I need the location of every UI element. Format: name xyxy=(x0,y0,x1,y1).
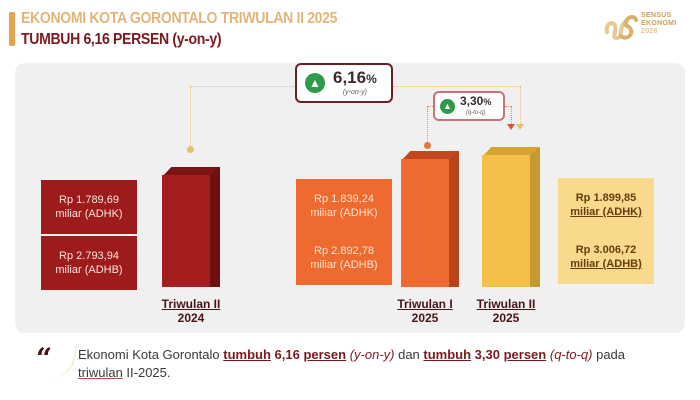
x-label-line2: 2025 xyxy=(411,311,439,325)
logo-line-1: SENSUS xyxy=(641,12,672,19)
adhb-box-tw2-2024: Rp 2.793,94 miliar (ADHB) xyxy=(41,236,137,290)
yoy-growth-badge: ▲ 6,16% (y-on-y) xyxy=(295,63,393,103)
x-label-line1: Triwulan I xyxy=(397,297,453,311)
logo-year: 2026 xyxy=(641,28,658,35)
summary-text: Ekonomi Kota Gorontalo tumbuh 6,16 perse… xyxy=(78,347,626,380)
x-label-tw2-2024: Triwulan II 2024 xyxy=(146,297,236,325)
adhb-unit: miliar (ADHB) xyxy=(55,264,123,276)
x-label-line2: 2024 xyxy=(177,311,205,325)
adhk-unit: miliar (ADHK) xyxy=(310,207,378,219)
qtq-arrow-head xyxy=(507,124,515,130)
yoy-connector-right-h xyxy=(393,86,521,87)
bar-tw2-2025 xyxy=(482,147,540,287)
qtq-connector-left xyxy=(427,106,428,142)
x-label-tw2-2025: Triwulan II 2025 xyxy=(461,297,551,325)
qtq-label: (q-to-q) xyxy=(465,110,486,116)
qtq-connector-left-h xyxy=(427,106,435,107)
yoy-start-dot xyxy=(187,146,194,153)
adhk-box-tw2-2025: Rp 1.899,85 miliar (ADHK) xyxy=(558,178,654,232)
sensus-ekonomi-logo: SENSUS EKONOMI 2026 xyxy=(603,8,698,46)
adhk-unit: miliar (ADHK) xyxy=(55,208,123,220)
adhk-box-tw1-2025: Rp 1.839,24 miliar (ADHK) xyxy=(296,179,392,233)
x-label-line1: Triwulan II xyxy=(476,297,536,311)
logo-text: SENSUS EKONOMI 2026 xyxy=(641,12,677,36)
adhk-unit: miliar (ADHK) xyxy=(570,206,642,218)
qtq-connector-right-h xyxy=(505,106,511,107)
sensus-ekonomi-logo-icon xyxy=(604,15,638,41)
adhk-box-tw2-2024: Rp 1.789,69 miliar (ADHK) xyxy=(41,180,137,234)
qtq-value: 3,30% xyxy=(460,94,492,108)
adhk-amount: Rp 1.789,69 xyxy=(59,194,119,206)
adhb-unit: miliar (ADHB) xyxy=(310,259,378,271)
x-label-line2: 2025 xyxy=(492,311,520,325)
adhb-box-tw1-2025: Rp 2.892,78 miliar (ADHB) xyxy=(296,231,392,285)
adhb-box-tw2-2025: Rp 3.006,72 miliar (ADHB) xyxy=(558,230,654,284)
adhb-amount: Rp 3.006,72 xyxy=(575,244,637,256)
page-title: EKONOMI KOTA GORONTALO TRIWULAN II 2025 xyxy=(21,10,338,27)
yoy-arrow-head xyxy=(516,124,524,130)
adhb-amount: Rp 2.892,78 xyxy=(314,245,374,257)
quote-icon: “ xyxy=(36,342,53,375)
logo-line-2: EKONOMI xyxy=(641,20,677,27)
qtq-growth-badge: ▲ 3,30% (q-to-q) xyxy=(433,91,505,121)
yoy-value: 6,16% xyxy=(333,68,377,87)
bar-tw1-2025 xyxy=(401,151,459,287)
arrow-up-icon: ▲ xyxy=(305,73,325,93)
yoy-connector-right xyxy=(520,86,521,124)
adhk-amount: Rp 1.899,85 xyxy=(575,192,637,204)
x-label-tw1-2025: Triwulan I 2025 xyxy=(380,297,470,325)
arrow-up-icon: ▲ xyxy=(440,98,455,114)
quote-decoration xyxy=(49,341,77,381)
adhb-unit: miliar (ADHB) xyxy=(570,258,642,270)
title-accent-bar xyxy=(9,12,15,46)
adhk-amount: Rp 1.839,24 xyxy=(314,193,374,205)
yoy-label: (y-on-y) xyxy=(342,89,367,96)
yoy-connector-left xyxy=(190,86,191,146)
yoy-connector-left-h xyxy=(190,86,296,87)
x-label-line1: Triwulan II xyxy=(161,297,221,311)
bar-tw2-2024 xyxy=(162,167,220,287)
adhb-amount: Rp 2.793,94 xyxy=(59,250,119,262)
qtq-start-dot xyxy=(424,142,431,149)
page-subtitle: TUMBUH 6,16 PERSEN (y-on-y) xyxy=(21,31,222,48)
qtq-connector-right xyxy=(511,106,512,124)
